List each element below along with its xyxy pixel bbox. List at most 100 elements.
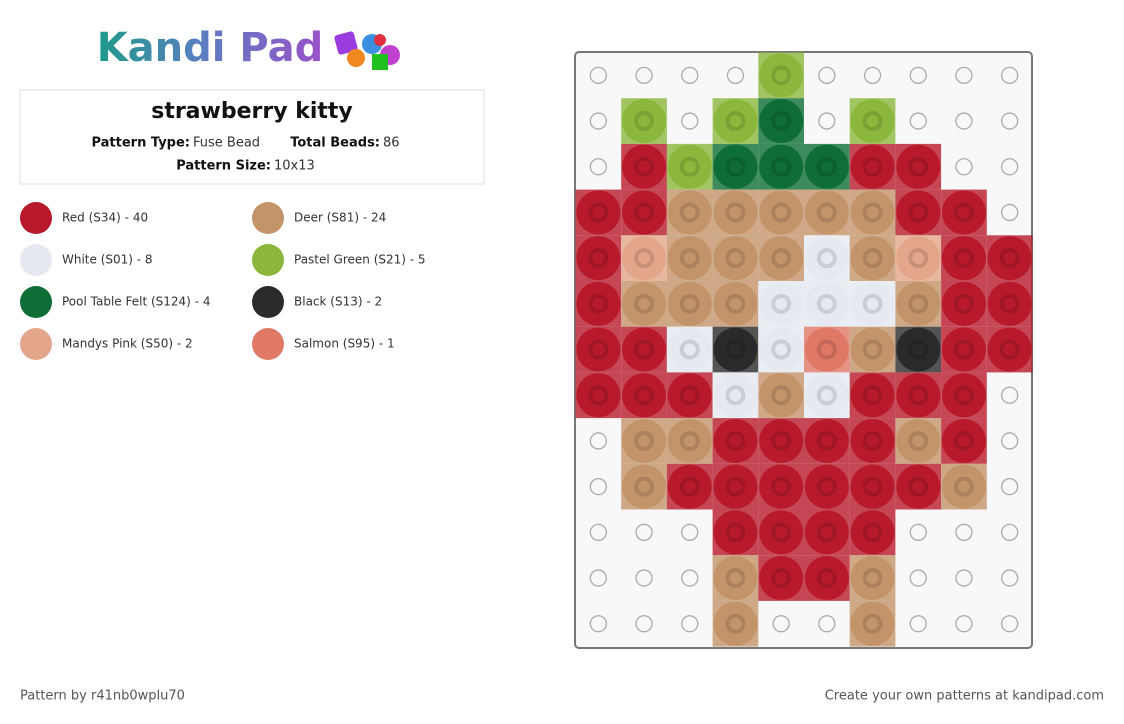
bead-hole [588,202,609,223]
bead-hole [725,613,746,634]
bead-hole [862,293,883,314]
bead-hole [953,202,974,223]
peg [1001,112,1019,130]
bead-hole [634,156,655,177]
legend-swatch [252,244,284,276]
type-value: Fuse Bead [193,136,260,151]
peg [955,112,973,130]
peg [1001,523,1019,541]
bead-hole [725,568,746,589]
bead-hole [862,156,883,177]
bead-hole [908,430,929,451]
peg [955,158,973,176]
bead-hole [862,568,883,589]
bead-hole [634,111,655,132]
bead-hole [908,248,929,269]
peg [818,615,836,633]
peg [772,615,790,633]
peg [1001,477,1019,496]
pattern-title: strawberry kitty [151,99,353,124]
bead-hole [816,293,837,314]
legend-label: Red (S34) - 40 [62,211,148,225]
peg [589,569,607,587]
bead-hole [679,339,700,360]
legend-label: Pool Table Felt (S124) - 4 [62,295,210,309]
peg [589,66,607,84]
legend-swatch [20,328,52,360]
bead-grid [575,52,1033,647]
legend-label: White (S01) - 8 [62,253,153,267]
bead-hole [862,248,883,269]
bead-hole [999,339,1020,360]
bead-hole [771,156,792,177]
bead-hole [816,339,837,360]
peg [909,615,927,633]
peg [909,569,927,587]
peg [589,158,607,176]
author: Pattern by r41nb0wplu70 [20,689,185,704]
bead-hole [862,111,883,132]
legend-label: Salmon (S95) - 1 [294,337,395,351]
promo: Create your own patterns at kandipad.com [825,689,1104,704]
peg [955,615,973,633]
bead-hole [862,339,883,360]
bead-hole [771,248,792,269]
bead-hole [679,430,700,451]
bead-hole [953,339,974,360]
bead-hole [908,476,929,497]
bead-hole [771,339,792,360]
bead-hole [634,385,655,406]
peg [635,615,653,633]
bead-hole [771,65,792,86]
bead-hole [725,248,746,269]
peg [1001,386,1019,404]
bead-hole [771,385,792,406]
logo-icon [334,31,400,70]
peg [1001,615,1019,633]
bead-hole [679,248,700,269]
legend-label: Deer (S81) - 24 [294,211,386,225]
bead-hole [725,293,746,314]
bead-hole [771,293,792,314]
beads-label: Total Beads: [290,136,380,151]
bead-hole [862,202,883,223]
bead-hole [999,248,1020,269]
bead-hole [588,385,609,406]
bead-hole [862,522,883,543]
peg [681,569,699,587]
bead-hole [816,385,837,406]
peg [589,432,607,450]
legend-swatch [252,286,284,318]
bead-hole [999,293,1020,314]
type-label: Pattern Type: [91,136,190,151]
peg [955,569,973,587]
legend-label: Black (S13) - 2 [294,295,382,309]
peg [589,615,607,633]
peg [589,112,607,130]
peg [909,66,927,84]
bead-hole [634,476,655,497]
bead-hole [816,568,837,589]
bead-hole [725,385,746,406]
peg [681,66,699,84]
bead-hole [725,339,746,360]
beads-value: 86 [383,136,400,151]
bead-hole [771,202,792,223]
legend-swatch [252,328,284,360]
bead-hole [771,430,792,451]
peg [681,112,699,130]
peg [1001,569,1019,587]
peg [726,66,745,84]
bead-hole [588,293,609,314]
bead-hole [862,476,883,497]
bead-hole [725,476,746,497]
bead-hole [953,476,974,497]
bead-hole [816,476,837,497]
peg [818,112,836,130]
bead-hole [953,430,974,451]
bead-hole [908,385,929,406]
bead-hole [679,385,700,406]
peg [1001,432,1019,450]
bead-hole [771,111,792,132]
info-card [19,89,485,185]
